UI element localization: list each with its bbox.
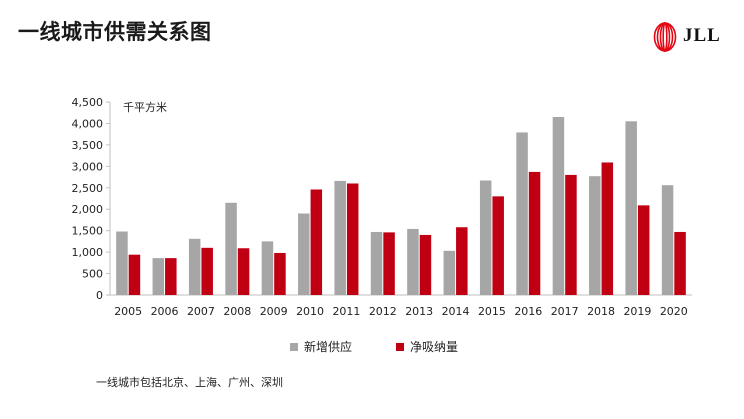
footnote: 一线城市包括北京、上海、广州、深圳 (96, 376, 283, 389)
jll-flame-logo-icon (653, 22, 677, 52)
x-tick-label: 2006 (151, 305, 179, 318)
x-tick-label: 2015 (478, 305, 506, 318)
y-tick-label: 0 (96, 289, 103, 302)
bar-absorption (637, 205, 650, 295)
legend-swatch-supply (290, 342, 298, 351)
legend-item-absorption: 净吸纳量 (396, 338, 458, 355)
bar-supply (225, 202, 237, 295)
bar-supply (661, 185, 674, 295)
bar-supply (261, 241, 274, 295)
legend-label-supply: 新增供应 (304, 340, 353, 354)
bar-supply (443, 250, 456, 295)
bar-absorption (128, 254, 141, 295)
bar-supply (589, 176, 601, 295)
bar-supply (188, 238, 201, 295)
bar-supply (407, 228, 419, 295)
bar-chart: 0 500 1,000 1,500 2,000 2,500 3,000 3,500 4,000 4… (72, 96, 692, 318)
x-tick-label: 2010 (296, 305, 324, 318)
bar-absorption (310, 189, 323, 295)
bar-supply (552, 117, 565, 295)
logo-text: JLL (683, 25, 721, 46)
bar-absorption (346, 183, 359, 295)
x-tick-label: 2009 (260, 305, 288, 318)
bar-absorption (565, 174, 577, 295)
x-tick-label: 2018 (587, 305, 615, 318)
chart-legend: 新增供应 净吸纳量 (290, 338, 458, 355)
x-tick-label: 2017 (551, 305, 579, 318)
bar-supply (298, 213, 310, 295)
bar-absorption (165, 258, 177, 295)
bar-absorption (601, 162, 614, 295)
x-tick-label: 2014 (442, 305, 470, 318)
legend-item-supply: 新增供应 (290, 338, 352, 355)
x-tick-label: 2005 (114, 305, 142, 318)
bar-absorption (674, 231, 686, 295)
bar-absorption (419, 234, 432, 295)
bar-supply (479, 180, 492, 295)
y-tick-label: 4,000 (72, 117, 104, 130)
bar-supply (116, 231, 128, 295)
legend-swatch-absorption (396, 342, 405, 351)
bar-supply (625, 121, 637, 295)
x-tick-label: 2011 (332, 305, 360, 318)
bar-absorption (528, 171, 541, 295)
x-tick-label: 2013 (405, 305, 433, 318)
page-title: 一线城市供需关系图 (18, 20, 212, 44)
bar-supply (152, 258, 165, 295)
y-tick-label: 2,500 (72, 182, 104, 195)
bar-supply (516, 132, 528, 295)
y-tick-label: 500 (82, 268, 103, 281)
y-tick-label: 2,000 (72, 203, 104, 216)
x-tick-label: 2007 (187, 305, 215, 318)
x-tick-label: 2016 (514, 305, 542, 318)
x-tick-label: 2019 (623, 305, 651, 318)
bar-supply (334, 180, 346, 295)
unit-label: 千平方米 (123, 101, 167, 114)
bar-supply (370, 231, 383, 295)
bar-absorption (456, 227, 468, 295)
legend-label-absorption: 净吸纳量 (410, 340, 459, 354)
bar-absorption (274, 252, 286, 295)
y-tick-label: 1,500 (72, 225, 104, 238)
y-tick-label: 3,500 (72, 139, 104, 152)
y-tick-label: 3,000 (72, 160, 104, 173)
bar-absorption (237, 248, 250, 295)
y-tick-label: 4,500 (72, 96, 104, 109)
bar-absorption (492, 196, 504, 295)
bar-absorption (383, 232, 395, 295)
x-tick-label: 2020 (660, 305, 688, 318)
x-tick-label: 2012 (369, 305, 397, 318)
y-tick-label: 1,000 (72, 246, 104, 259)
x-tick-label: 2008 (223, 305, 251, 318)
bar-absorption (201, 247, 213, 295)
